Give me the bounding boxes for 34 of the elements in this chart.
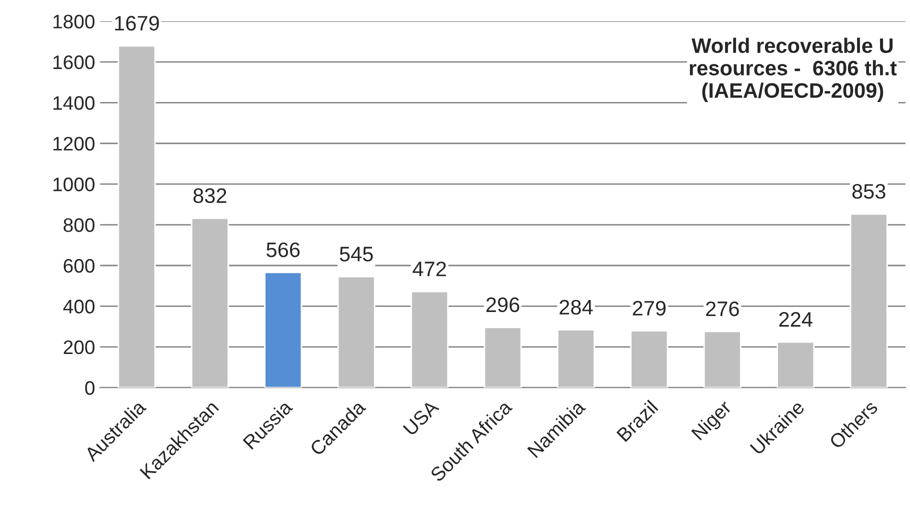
data-label: 545: [340, 246, 373, 262]
y-tick-label: 0: [85, 381, 94, 395]
data-label: 832: [193, 188, 226, 204]
text: World recoverable U resources - 6306 th.t (IAEA/OECD-2009): [690, 38, 897, 102]
data-label: 284: [560, 300, 593, 315]
data-label: 296: [486, 297, 520, 312]
data-label: 1679: [115, 16, 159, 31]
bar: [630, 330, 668, 388]
data-label: 566: [266, 242, 300, 258]
data-label: 472: [412, 262, 446, 276]
data-label: 224: [779, 312, 812, 327]
y-tick-label: 600: [64, 258, 94, 273]
bar: [484, 326, 522, 388]
y-tick-label: 1400: [53, 96, 94, 110]
data-label: 279: [632, 300, 666, 316]
bar: [118, 45, 156, 388]
x-tick-label: USA: [402, 399, 440, 436]
bar: [337, 276, 376, 388]
bar: [556, 329, 595, 388]
y-tick-label: 400: [63, 300, 94, 314]
y-tick-label: 200: [64, 340, 94, 354]
bar: [264, 272, 302, 388]
data-label: 853: [852, 184, 886, 199]
y-tick-label: 1800: [53, 14, 94, 28]
bar: [410, 290, 449, 388]
y-tick-label: 1200: [53, 136, 94, 151]
y-tick-label: 1600: [53, 55, 94, 70]
bar: [190, 218, 229, 388]
y-tick-label: 1000: [53, 178, 94, 192]
data-label: 276: [706, 301, 739, 316]
y-tick-label: 800: [64, 218, 94, 232]
bar: [850, 213, 888, 388]
bar: [776, 341, 815, 388]
bar: [703, 330, 742, 388]
